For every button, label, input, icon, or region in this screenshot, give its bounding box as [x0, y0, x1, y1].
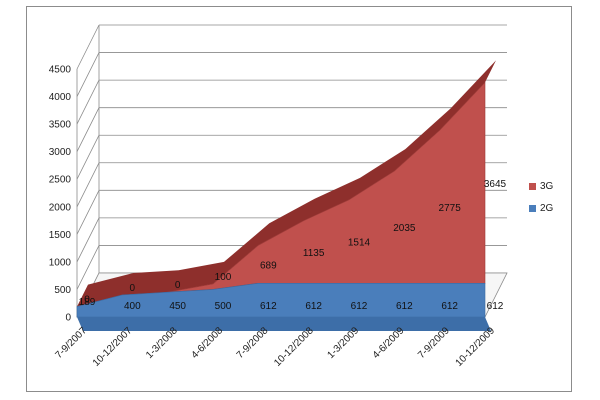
chart-frame: 0 500 1000 1500 2000 2500 3000 3500 4000 4500 189 4… [26, 6, 572, 392]
y-tick-label: 2500 [49, 175, 72, 186]
data-label-3g: 2035 [393, 223, 416, 234]
y-tick-label: 1000 [49, 257, 72, 268]
data-label-2g: 612 [441, 301, 458, 312]
gridline-left [76, 135, 100, 180]
gridline-left [76, 245, 100, 290]
data-label-2g: 400 [124, 301, 141, 312]
data-label-3g: 0 [175, 280, 181, 291]
data-label-2g: 450 [169, 301, 186, 312]
y-tick-label: 4500 [49, 65, 72, 76]
y-tick-label: 4000 [49, 92, 72, 103]
gridline-left [76, 190, 100, 235]
y-tick-label: 500 [54, 285, 71, 296]
data-label-3g: 100 [215, 272, 232, 283]
data-label-3g: 2775 [439, 203, 462, 214]
data-label-2g: 612 [487, 301, 504, 312]
data-label-2g: 612 [396, 301, 413, 312]
y-tick-label: 1500 [49, 230, 72, 241]
data-label-3g: 0 [84, 295, 90, 306]
data-label-3g: 1514 [348, 238, 371, 249]
legend-swatch-3g [529, 183, 536, 190]
gridline-left [76, 52, 100, 97]
x-tick-label: 10-12/2009 [454, 325, 498, 369]
series-2g-base [77, 317, 491, 331]
x-tick-label: 10-12/2007 [91, 325, 135, 369]
data-label-3g: 3645 [484, 179, 507, 190]
series-3g-rim [77, 60, 496, 307]
gridline-left [76, 162, 100, 207]
data-label-2g: 612 [351, 301, 368, 312]
x-tick-label: 10-12/2008 [272, 325, 316, 369]
data-label-3g: 0 [130, 283, 136, 294]
legend-swatch-2g [529, 205, 536, 212]
gridline-left [76, 217, 100, 263]
data-label-2g: 612 [305, 301, 322, 312]
x-tick-label: 7-9/2007 [53, 325, 89, 361]
legend-label-3g: 3G [540, 181, 554, 192]
gridline-left [76, 24, 100, 70]
y-tick-label: 3000 [49, 147, 72, 158]
legend-label-2g: 2G [540, 203, 554, 214]
data-label-2g: 189 [79, 297, 96, 308]
y-tick-label: 3500 [49, 120, 72, 131]
data-label-3g: 1135 [303, 248, 325, 259]
data-label-2g: 500 [215, 301, 232, 312]
data-label-3g: 689 [260, 260, 277, 271]
y-tick-label: 2000 [49, 202, 72, 213]
y-tick-label: 0 [65, 313, 71, 324]
gridline-left [76, 107, 100, 152]
data-label-2g: 612 [260, 301, 277, 312]
gridline-left [76, 79, 100, 125]
